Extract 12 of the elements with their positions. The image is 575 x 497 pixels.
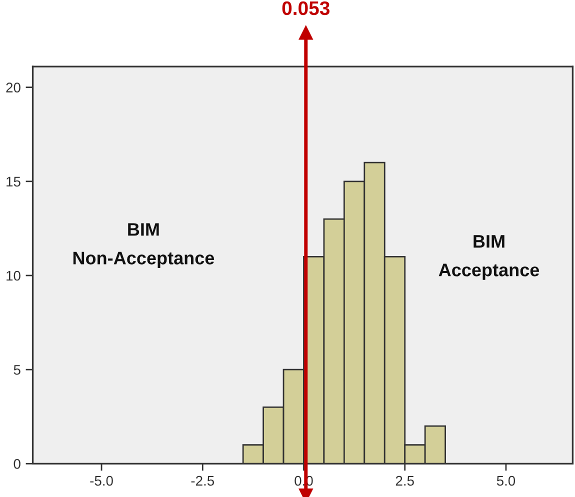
y-tick-label: 0 (14, 459, 20, 469)
y-tick-label: 5 (14, 365, 20, 375)
x-tick-label: 2.5 (396, 476, 414, 486)
annotation: BIM Non-Acceptance (73, 223, 214, 268)
annotation: BIM Acceptance (438, 235, 540, 280)
ref-line-label: 0.053 (282, 1, 330, 16)
y-tick-label: 15 (6, 176, 20, 187)
y-tick-label: 10 (6, 270, 20, 281)
x-tick-label: -5.0 (90, 476, 113, 486)
x-tick-label: -2.5 (191, 476, 214, 486)
y-tick-label: 20 (6, 82, 20, 92)
x-tick-label: 5.0 (496, 476, 516, 486)
